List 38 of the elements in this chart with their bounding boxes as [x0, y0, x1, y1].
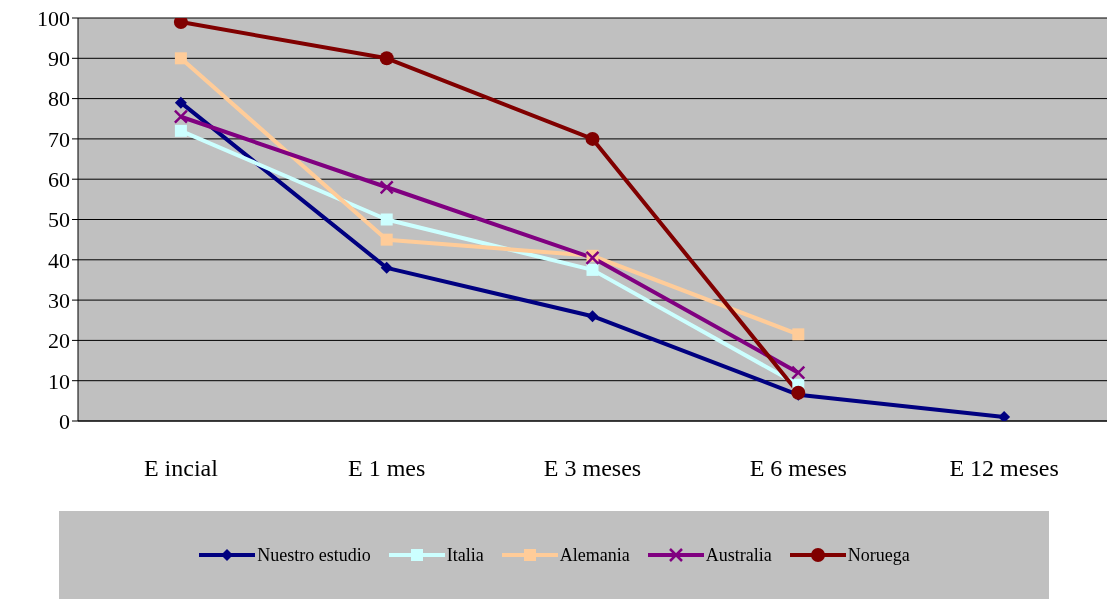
point [585, 250, 600, 266]
point [586, 263, 599, 276]
y-tick-label: 0 [59, 408, 70, 434]
x-tick-label: E 1 mes [348, 455, 426, 482]
point [174, 52, 187, 65]
point [174, 96, 187, 109]
point [380, 233, 393, 246]
y-tick-label: 30 [48, 287, 70, 313]
y-tick-label: 70 [48, 126, 70, 152]
legend-label: Nuestro estudio [257, 544, 371, 566]
legend-label: Australia [705, 544, 772, 566]
point [379, 180, 394, 195]
point [379, 51, 394, 66]
x-tick-label: E incial [143, 455, 219, 482]
point [791, 365, 806, 380]
point [173, 109, 189, 124]
legend-label: Noruega [847, 544, 910, 566]
y-tick-label: 20 [48, 328, 70, 354]
legend-label: Alemania [559, 544, 630, 566]
x-tick-label: E 12 meses [949, 455, 1059, 482]
point [998, 410, 1011, 421]
y-tick-label: 50 [48, 207, 70, 233]
y-tick-label: 100 [37, 5, 70, 31]
y-tick-label: 40 [48, 247, 70, 273]
y-tick-label: 80 [48, 86, 70, 112]
point [380, 261, 393, 274]
x-tick-label: E 3 meses [543, 455, 642, 482]
y-tick-label: 10 [48, 368, 70, 394]
point [585, 131, 600, 146]
point [173, 18, 188, 30]
legend-label: Italia [446, 544, 484, 566]
point [792, 328, 805, 341]
point [586, 310, 599, 323]
point [380, 213, 393, 226]
x-tick-label: E 6 meses [749, 455, 847, 482]
y-tick-label: 60 [48, 167, 70, 193]
point [174, 124, 187, 137]
y-tick-label: 90 [48, 46, 70, 72]
